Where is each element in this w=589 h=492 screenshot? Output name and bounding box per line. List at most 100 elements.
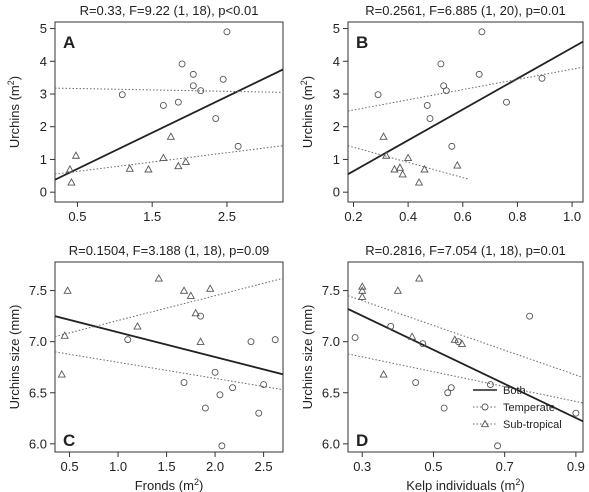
data-point-subtropical	[457, 339, 467, 347]
plot-frame	[347, 261, 584, 453]
y-tick-label: 3	[40, 87, 47, 102]
x-tick-label: 1.0	[563, 209, 581, 224]
y-tick-label: 7.5	[29, 283, 47, 298]
plot-frame	[347, 21, 584, 203]
data-point-subtropical	[390, 164, 399, 173]
x-tick-label: 0.7	[496, 459, 514, 474]
plot-frame	[54, 261, 284, 453]
x-tick-label: 0.6	[454, 209, 472, 224]
data-point-subtropical	[179, 286, 189, 294]
data-point-temperate	[178, 60, 186, 68]
data-point-subtropical	[181, 157, 190, 165]
data-point-subtropical	[154, 274, 163, 282]
y-tick-label: 7.0	[29, 334, 47, 349]
data-point-subtropical	[206, 284, 215, 292]
y-tick-label: 4	[40, 54, 47, 69]
data-point-temperate	[486, 381, 494, 389]
plot-frame	[54, 21, 284, 203]
data-point-temperate	[412, 379, 420, 386]
data-point-temperate	[118, 91, 126, 99]
fit-line-temperate	[348, 66, 583, 112]
fit-line-sub-tropical	[348, 295, 583, 378]
data-point-subtropical	[63, 286, 72, 294]
data-point-temperate	[475, 70, 483, 78]
x-tick-label: 1.5	[158, 459, 176, 474]
data-point-subtropical	[196, 337, 205, 345]
y-tick-label: 6.0	[322, 436, 340, 451]
data-point-subtropical	[159, 153, 168, 161]
x-tick-label: 0.5	[61, 459, 79, 474]
data-point-temperate	[447, 384, 455, 392]
data-point-subtropical	[414, 178, 424, 186]
data-point-subtropical	[398, 169, 407, 178]
data-point-temperate	[174, 98, 182, 106]
fit-line-temperate	[348, 353, 583, 404]
x-tick-label: 0.4	[399, 209, 417, 224]
legend-label: Sub-tropical	[503, 419, 562, 431]
y-tick-label: 2	[40, 119, 47, 134]
fit-line-both	[55, 315, 283, 376]
data-point-temperate	[189, 82, 197, 90]
data-point-temperate	[419, 340, 427, 348]
x-tick-label: 0.3	[353, 459, 371, 474]
data-point-temperate	[212, 115, 220, 122]
data-point-temperate	[189, 70, 197, 78]
y-tick-label: 4	[333, 54, 340, 69]
y-tick-label: 5	[40, 21, 47, 36]
data-point-temperate	[426, 115, 434, 122]
data-point-temperate	[440, 404, 448, 412]
fit-line-temperate	[55, 351, 283, 391]
data-point-subtropical	[166, 132, 176, 140]
data-point-temperate	[159, 102, 167, 109]
y-tick-label: 7.0	[322, 334, 340, 349]
data-point-subtropical	[174, 161, 183, 170]
data-point-temperate	[271, 336, 279, 344]
x-tick-label: 0.5	[424, 459, 442, 474]
fit-line-sub-tropical	[348, 145, 469, 180]
data-point-temperate	[124, 336, 132, 344]
data-point-subtropical	[358, 292, 367, 300]
y-tick-label: 7.5	[322, 283, 340, 298]
data-point-temperate	[442, 87, 450, 95]
x-axis-label: Kelp individuals (m2)	[406, 477, 524, 492]
stat-title: R=0.2816, F=7.054 (1, 18), p=0.01	[365, 243, 566, 258]
data-point-temperate	[255, 409, 263, 417]
panel-letter: B	[356, 33, 368, 52]
data-point-temperate	[444, 389, 452, 397]
data-point-temperate	[423, 102, 431, 109]
data-point-subtropical	[60, 331, 69, 339]
panel-letter: C	[63, 431, 75, 450]
data-point-temperate	[219, 75, 227, 83]
data-point-temperate	[494, 442, 501, 450]
data-point-temperate	[260, 381, 268, 389]
y-tick-label: 6.5	[322, 385, 340, 400]
data-point-subtropical	[186, 291, 195, 299]
data-point-temperate	[197, 87, 205, 95]
y-tick-label: 0	[40, 185, 47, 200]
data-point-temperate	[223, 28, 231, 36]
x-tick-label: 2.5	[218, 209, 236, 224]
data-point-subtropical	[133, 322, 142, 330]
data-point-temperate	[180, 379, 188, 386]
data-point-temperate	[503, 98, 510, 106]
fit-line-sub-tropical	[55, 277, 283, 338]
data-point-temperate	[216, 391, 224, 399]
y-tick-label: 1	[333, 152, 340, 167]
x-tick-label: 1.5	[143, 209, 161, 224]
data-point-subtropical	[415, 274, 424, 282]
data-point-temperate	[448, 142, 456, 150]
data-point-temperate	[526, 312, 534, 320]
data-point-temperate	[572, 409, 580, 417]
y-tick-label: 1	[40, 152, 47, 167]
data-point-temperate	[201, 404, 209, 412]
stat-title: R=0.2561, F=6.885 (1, 20), p=0.01	[365, 3, 566, 18]
data-point-subtropical	[358, 286, 367, 294]
x-tick-label: 2.5	[255, 459, 273, 474]
panel-c: R=0.1504, F=3.188 (1, 18), p=0.09 C 0.5 1.0…	[7, 243, 284, 492]
data-point-subtropical	[407, 332, 417, 340]
y-tick-label: 5	[333, 21, 340, 36]
data-point-temperate	[387, 322, 395, 330]
x-tick-label: 0.2	[344, 209, 362, 224]
panel-letter: D	[356, 431, 368, 450]
